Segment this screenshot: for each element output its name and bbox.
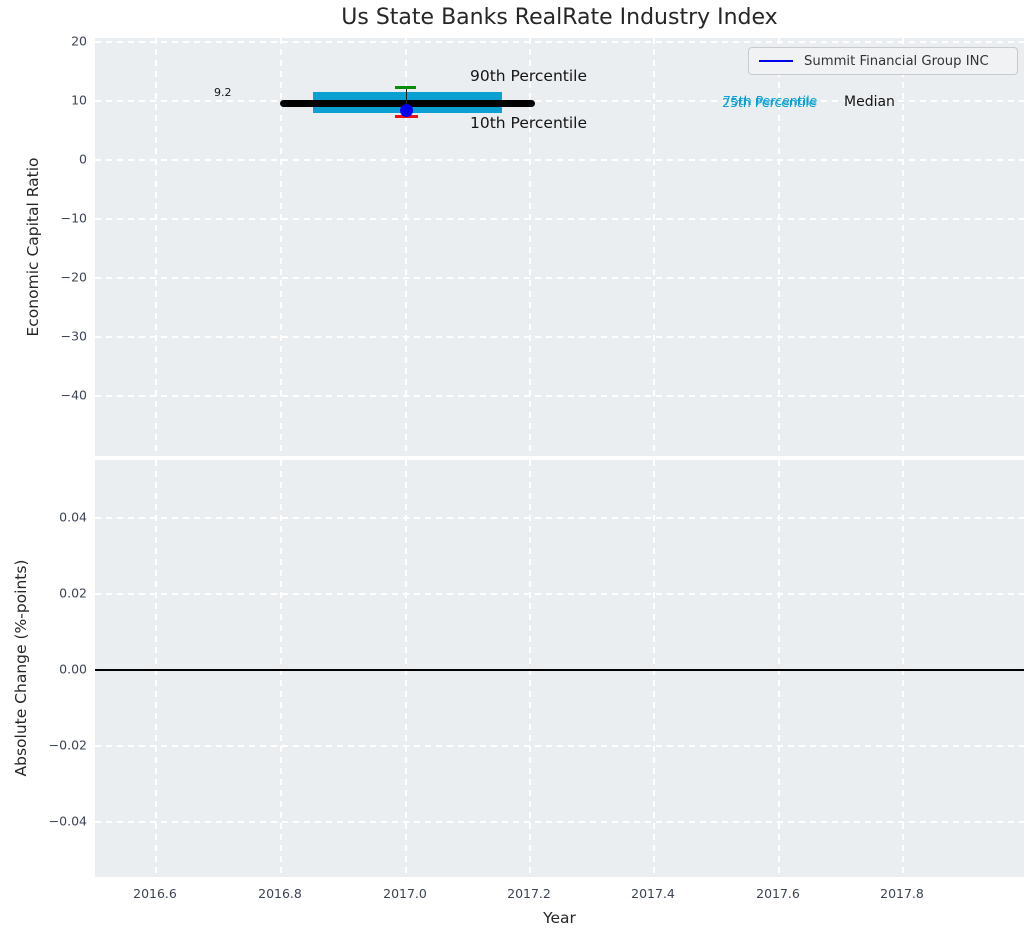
vertical-gridline (902, 460, 904, 877)
horizontal-gridline (95, 593, 1024, 595)
horizontal-gridline (95, 336, 1024, 338)
horizontal-gridline (95, 100, 1024, 102)
horizontal-gridline (95, 517, 1024, 519)
legend-line-sample (759, 59, 793, 63)
bottom-plot-area (95, 460, 1024, 877)
top-y-tick-label: −10 (60, 210, 87, 226)
chart-title: Us State Banks RealRate Industry Index (341, 5, 778, 30)
p90-cap (395, 86, 416, 89)
horizontal-gridline (95, 395, 1024, 397)
top-y-tick-label: 0 (79, 151, 87, 167)
percentile-whisker-line (405, 87, 408, 110)
bottom-y-tick-label: −0.02 (48, 737, 87, 753)
x-tick-label: 2017.0 (383, 886, 427, 901)
x-tick-label: 2016.6 (133, 886, 177, 901)
horizontal-gridline (95, 218, 1024, 220)
p10-annotation: 10th Percentile (470, 114, 588, 132)
x-tick-label: 2017.6 (756, 886, 800, 901)
horizontal-gridline (95, 159, 1024, 161)
legend-label: Summit Financial Group INC (804, 53, 989, 69)
vertical-gridline (155, 460, 157, 877)
vertical-gridline (902, 38, 904, 456)
horizontal-gridline (95, 41, 1024, 43)
top-y-tick-label: −40 (60, 387, 87, 403)
x-tick-label: 2017.2 (507, 886, 551, 901)
company-value-marker (399, 103, 413, 117)
x-tick-label: 2016.8 (258, 886, 302, 901)
median-annotation: Median (844, 94, 895, 110)
bottom-y-tick-label: 0.04 (59, 509, 87, 525)
x-tick-label: 2017.8 (880, 886, 924, 901)
p25-annotation: 25th Percentile (722, 95, 817, 110)
p90-annotation: 90th Percentile (470, 67, 588, 85)
vertical-gridline (529, 38, 531, 456)
x-tick-label: 2017.4 (631, 886, 675, 901)
x-axis-label: Year (543, 909, 576, 927)
top-y-axis-label: Economic Capital Ratio (24, 157, 42, 337)
vertical-gridline (778, 460, 780, 877)
vertical-gridline (529, 460, 531, 877)
p75-annotation: 75th Percentile (723, 93, 818, 108)
vertical-gridline (653, 460, 655, 877)
legend: Summit Financial Group INC (748, 47, 1018, 75)
vertical-gridline (280, 460, 282, 877)
vertical-gridline (280, 38, 282, 456)
vertical-gridline (155, 38, 157, 456)
top-plot-area: 9.2 90th Percentile 10th Percentile 75th… (95, 38, 1024, 456)
top-y-tick-label: 20 (71, 33, 87, 49)
horizontal-gridline (95, 745, 1024, 747)
horizontal-gridline (95, 821, 1024, 823)
bottom-y-tick-label: 0.00 (59, 661, 87, 677)
vertical-gridline (405, 38, 407, 456)
bottom-y-tick-label: 0.02 (59, 585, 87, 601)
horizontal-gridline (95, 277, 1024, 279)
top-y-tick-label: −20 (60, 269, 87, 285)
vertical-gridline (778, 38, 780, 456)
median-value-annotation: 9.2 (214, 86, 232, 99)
bottom-y-tick-label: −0.04 (48, 813, 87, 829)
zero-change-line (95, 669, 1024, 671)
top-y-tick-label: 10 (71, 92, 87, 108)
vertical-gridline (653, 38, 655, 456)
top-y-tick-label: −30 (60, 328, 87, 344)
vertical-gridline (405, 460, 407, 877)
